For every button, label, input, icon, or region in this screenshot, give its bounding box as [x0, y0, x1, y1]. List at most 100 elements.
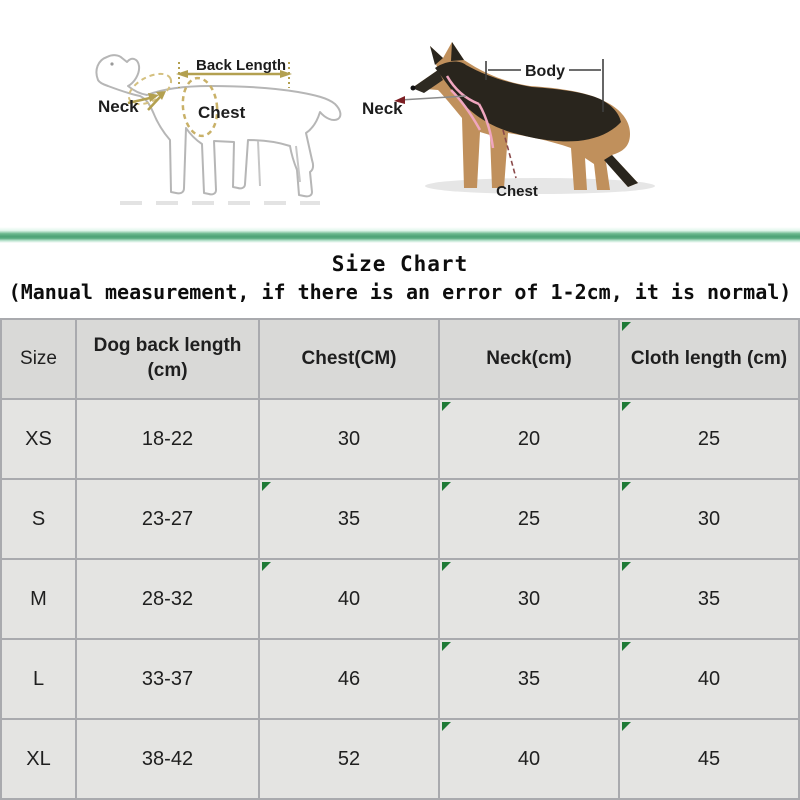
cell-corner-marker: [262, 482, 271, 491]
chest-cell: 35: [258, 478, 440, 560]
dog-outline-measurement-figure: Back Length Neck Chest: [95, 54, 342, 205]
photo-shadow: [425, 178, 655, 194]
cell-corner-marker: [622, 322, 631, 331]
neck-cell: 35: [438, 638, 620, 720]
size-cell: XS: [0, 398, 77, 480]
cloth-cell-text: 35: [697, 587, 721, 610]
chest-pointer-line: [502, 129, 517, 179]
back-length-label: Back Length: [196, 57, 286, 74]
cloth-cell-text: 30: [697, 507, 721, 530]
green-divider-rule: [0, 227, 800, 243]
neck-cell: 25: [438, 478, 620, 560]
table-row-s: S 23-27 35 25 30: [0, 478, 800, 560]
cell-corner-marker: [442, 642, 451, 651]
shoulder-pointer-line: [147, 96, 161, 111]
neck-cell-text: 25: [517, 507, 541, 530]
neck-pointer-line: [399, 95, 467, 101]
size-cell: L: [0, 638, 77, 720]
neck-cell-text: 30: [517, 587, 541, 610]
dog-photo-measurement-figure: Body Neck Chest: [362, 42, 655, 200]
cloth-cell-text: 25: [697, 427, 721, 450]
cell-corner-marker: [622, 562, 631, 571]
size-cell: XL: [0, 718, 77, 800]
cloth-length-cell: 40: [618, 638, 800, 720]
table-row-xs: XS 18-22 30 20 25: [0, 398, 800, 480]
cell-corner-marker: [622, 482, 631, 491]
dog-muzzle: [412, 70, 443, 93]
arrowhead-right: [280, 70, 292, 78]
cell-corner-marker: [622, 402, 631, 411]
cell-corner-marker: [442, 562, 451, 571]
cloth-cell-text: 45: [697, 747, 721, 770]
cell-corner-marker: [622, 642, 631, 651]
back-length-arrow: [178, 62, 290, 88]
dog-eye: [110, 62, 114, 66]
chest-girth-ellipse: [181, 76, 219, 138]
size-cell: M: [0, 558, 77, 640]
dog-nose: [410, 85, 416, 91]
body-measure-bracket: [485, 59, 604, 112]
body-label: Body: [525, 63, 565, 80]
neck-label: Neck: [362, 99, 403, 118]
cloth-length-cell: 45: [618, 718, 800, 800]
size-cell: S: [0, 478, 77, 560]
shoulder-pointer-arrowhead: [156, 91, 166, 100]
cloth-cell-text: 40: [697, 667, 721, 690]
cloth-length-cell: 25: [618, 398, 800, 480]
size-chart-table: Size Dog back length (cm) Chest(CM) Neck…: [0, 318, 800, 800]
col-header-size: Size: [0, 318, 77, 400]
back-length-cell: 33-37: [75, 638, 260, 720]
header-row: Size Dog back length (cm) Chest(CM) Neck…: [0, 318, 800, 400]
back-length-cell: 18-22: [75, 398, 260, 480]
dog-saddle-dark: [435, 61, 621, 142]
col-header-back-length: Dog back length (cm): [75, 318, 260, 400]
chest-cell: 40: [258, 558, 440, 640]
neck-girth-ellipse: [127, 72, 173, 106]
dog-far-legs: [257, 140, 301, 187]
cloth-length-cell: 30: [618, 478, 800, 560]
page-subtitle: (Manual measurement, if there is an erro…: [8, 280, 792, 304]
back-length-cell: 38-42: [75, 718, 260, 800]
neck-label: Neck: [98, 97, 139, 116]
dog-tail: [604, 155, 638, 187]
neck-cell: 20: [438, 398, 620, 480]
heading-block: Size Chart (Manual measurement, if there…: [0, 249, 800, 305]
dog-ear-left: [430, 46, 443, 65]
back-length-cell: 28-32: [75, 558, 260, 640]
table-row-m: M 28-32 40 30 35: [0, 558, 800, 640]
back-length-cell: 23-27: [75, 478, 260, 560]
arrowhead-left: [176, 70, 188, 78]
chest-cell: 46: [258, 638, 440, 720]
harness-straps: [445, 75, 495, 149]
chest-cell-text: 40: [337, 587, 361, 610]
chest-cell-text: 35: [337, 507, 361, 530]
neck-pointer-arrowhead: [394, 96, 405, 104]
col-header-neck: Neck(cm): [438, 318, 620, 400]
cell-corner-marker: [442, 482, 451, 491]
neck-cell-text: 40: [517, 747, 541, 770]
cell-corner-marker: [442, 402, 451, 411]
chest-label: Chest: [496, 183, 538, 200]
page-title: Size Chart: [331, 252, 469, 276]
neck-cell: 40: [438, 718, 620, 800]
cell-corner-marker: [442, 722, 451, 731]
cell-corner-marker: [262, 562, 271, 571]
neck-pointer-line: [127, 96, 151, 105]
cloth-length-cell: 35: [618, 558, 800, 640]
chest-label: Chest: [198, 103, 246, 122]
col-header-cloth-length: Cloth length (cm): [618, 318, 800, 400]
neck-cell: 30: [438, 558, 620, 640]
chest-cell: 30: [258, 398, 440, 480]
chest-cell: 52: [258, 718, 440, 800]
cell-corner-marker: [622, 722, 631, 731]
col-header-chest: Chest(CM): [258, 318, 440, 400]
neck-cell-text: 20: [517, 427, 541, 450]
neck-pointer-arrowhead: [148, 93, 159, 102]
dog-outline: [95, 54, 342, 198]
table-row-l: L 33-37 46 35 40: [0, 638, 800, 720]
neck-cell-text: 35: [517, 667, 541, 690]
dog-ear-right: [451, 42, 464, 61]
col-header-cloth-length-text: Cloth length (cm): [630, 347, 788, 369]
table-row-xl: XL 38-42 52 40 45: [0, 718, 800, 800]
